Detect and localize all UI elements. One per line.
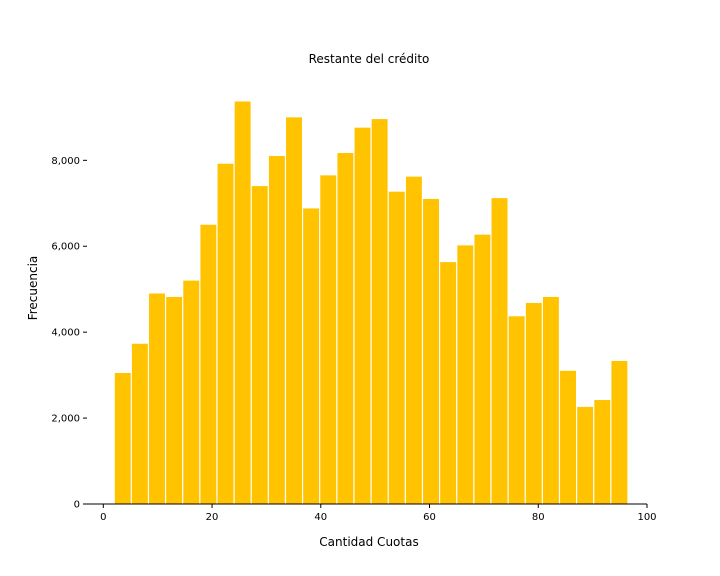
histogram-bar xyxy=(474,234,491,504)
histogram-bar xyxy=(149,293,165,504)
histogram-bar xyxy=(217,163,234,504)
x-tick-label: 80 xyxy=(532,512,545,523)
histogram-bar xyxy=(594,400,611,504)
histogram-bar xyxy=(268,156,285,504)
x-ticks-group: 0 20 40 60 80 100 xyxy=(100,504,657,523)
x-tick-label: 60 xyxy=(423,512,436,523)
histogram-bar xyxy=(337,153,354,504)
x-tick-label: 0 xyxy=(100,512,106,523)
histogram-bar xyxy=(611,360,628,504)
y-tick-label: 6,000 xyxy=(51,242,80,253)
y-axis-label: Frecuencia xyxy=(26,256,40,321)
histogram-bar xyxy=(560,370,576,504)
y-tick-label: 2,000 xyxy=(51,414,80,425)
x-tick-label: 100 xyxy=(637,512,656,523)
x-tick-label: 40 xyxy=(314,512,327,523)
histogram-bar xyxy=(114,372,131,504)
histogram-bar xyxy=(354,127,371,505)
histogram-bar xyxy=(183,280,200,504)
histogram-bar xyxy=(166,296,183,504)
histogram-bar xyxy=(457,245,474,504)
histogram-bar xyxy=(388,191,405,504)
histogram-bar xyxy=(371,119,388,504)
histogram-bar xyxy=(577,406,594,504)
histogram-bar xyxy=(423,198,439,505)
y-tick-label: 4,000 xyxy=(51,328,80,339)
chart-title: Restante del crédito xyxy=(309,52,430,66)
y-tick-label: 0 xyxy=(74,500,80,511)
histogram-bar xyxy=(131,343,148,504)
histogram-bar xyxy=(251,186,268,504)
histogram-bar xyxy=(440,262,457,504)
y-ticks-group: 0 2,000 4,000 6,000 8,000 xyxy=(51,156,87,511)
histogram-bar xyxy=(286,117,302,505)
histogram-bar xyxy=(491,198,508,504)
x-axis-label: Cantidad Cuotas xyxy=(319,535,418,549)
histogram-bar xyxy=(525,302,542,504)
histogram-bar xyxy=(508,316,525,504)
histogram-bar xyxy=(542,296,559,504)
x-tick-label: 20 xyxy=(206,512,219,523)
histogram-bar xyxy=(405,176,422,504)
histogram-bar xyxy=(303,208,320,504)
histogram-bar xyxy=(234,101,251,504)
histogram-bar xyxy=(200,224,217,504)
y-tick-label: 8,000 xyxy=(51,156,80,167)
bars-group xyxy=(114,101,628,505)
histogram-bar xyxy=(320,175,337,505)
